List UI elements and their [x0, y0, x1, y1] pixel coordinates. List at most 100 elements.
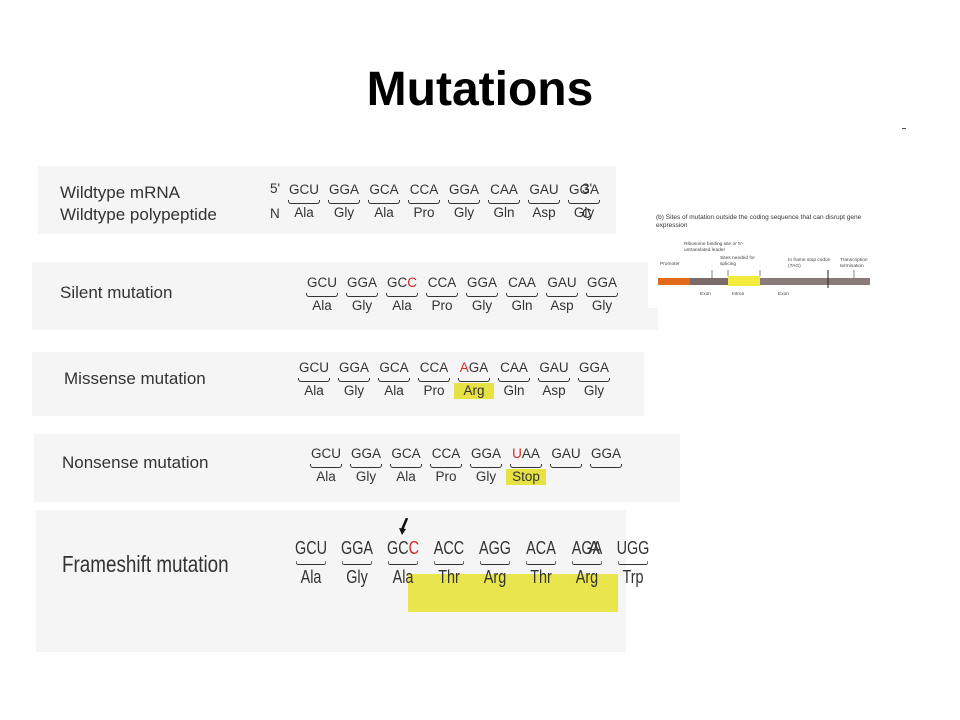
codon-column: GGA Gly: [339, 538, 376, 588]
codon-column: GCA Ala: [386, 446, 426, 485]
amino-acid: Ala: [392, 567, 414, 587]
codon-bracket: [586, 293, 618, 297]
codon-column: GCU Ala: [302, 275, 342, 314]
codon-bracket: [571, 561, 603, 565]
codon-column: UGG Trp: [615, 538, 652, 588]
codon: GCU: [311, 446, 341, 461]
codon-bracket: [418, 378, 450, 382]
codon-column: GAU: [546, 446, 586, 485]
codon: GAU: [551, 446, 581, 461]
codon-bracket: [479, 561, 511, 565]
codon: GGA: [466, 275, 497, 290]
amino-acid: Arg: [483, 567, 507, 587]
splice-label: Sites needed for splicing: [720, 256, 755, 267]
nonsense-sequence: GCU Ala GGA Gly GCA Ala CCA Pro GGA Gly UAA Stop GAU…: [306, 446, 626, 485]
n-terminus-label: N: [270, 206, 280, 221]
amino-acid: Gly: [591, 298, 613, 313]
codon-bracket: [458, 378, 490, 382]
exon1-segment: [690, 278, 728, 285]
codon-bracket: [390, 464, 422, 468]
codon: GGA: [578, 360, 609, 375]
codon-column: GCC Ala: [385, 538, 422, 588]
codon-column: AGA Arg: [454, 360, 494, 399]
codon-bracket: [426, 293, 458, 297]
codon-column: GGA: [586, 446, 626, 485]
codon-column: GAU Asp: [542, 275, 582, 314]
codon-column: GAU Asp: [524, 182, 564, 221]
codon: AGA: [454, 360, 494, 376]
codon-bracket: [470, 464, 502, 468]
codon: GCA: [379, 360, 409, 375]
codon: GGA: [350, 446, 381, 461]
codon: ACA: [526, 538, 556, 558]
codon: CAA: [508, 275, 536, 290]
frameshift-trailing-base: A: [588, 538, 601, 558]
codon: CCA: [409, 182, 439, 197]
codon-column: ACC Thr: [431, 538, 468, 588]
wildtype-polypeptide-label: Wildtype polypeptide: [60, 205, 217, 224]
inframe-label: In frame stop codon (TAG): [788, 258, 831, 269]
amino-acid: Gly: [346, 567, 368, 587]
codon-bracket: [590, 464, 622, 468]
codon: GCA: [391, 446, 421, 461]
frameshift-mutation-label: Frameshift mutation: [62, 551, 229, 577]
amino-acid: Arg: [575, 567, 599, 587]
insertion-arrow-icon: [399, 518, 409, 535]
ribosome-label: Ribosome binding site or 5'-untranslated…: [684, 242, 744, 253]
codon-column: GCU Ala: [284, 182, 324, 221]
codon-remainder: GC: [387, 538, 409, 558]
codon: GGA: [470, 446, 501, 461]
codon-column: AGG Arg: [477, 538, 514, 588]
codon: CCA: [431, 446, 461, 461]
amino-acid: Stop: [506, 469, 546, 485]
codon-column: GGA Gly: [466, 446, 506, 485]
codon-column: GGA Gly: [564, 182, 604, 221]
gene-bar: [658, 270, 870, 288]
codon-bracket: [328, 200, 360, 204]
codon-column: GGA Gly: [444, 182, 484, 221]
codon-column: GCA Ala: [374, 360, 414, 399]
c-terminus-label: C: [582, 206, 592, 221]
codon: GGA: [340, 538, 373, 558]
codon-bracket: [408, 200, 440, 204]
wildtype-mrna-label: Wildtype mRNA: [60, 183, 180, 202]
codon: GAU: [539, 360, 569, 375]
promoter-segment: [658, 278, 690, 285]
decorative-dash: [902, 128, 906, 129]
amino-acid: Ala: [316, 469, 336, 484]
codon: GCU: [307, 275, 337, 290]
amino-acid: Ala: [300, 567, 322, 587]
codon: GGA: [328, 182, 359, 197]
codon-bracket: [525, 561, 557, 565]
codon: GGA: [590, 446, 621, 461]
codon: GCC: [382, 275, 422, 291]
codon: GAU: [529, 182, 559, 197]
three-prime-label: 3': [582, 181, 593, 196]
codon-bracket: [341, 561, 373, 565]
missense-sequence: GCU Ala GGA Gly GCA Ala CCA Pro AGA Arg CAA Gln GAU A…: [294, 360, 614, 399]
mutated-base: A: [459, 360, 469, 375]
codon: GCU: [289, 182, 319, 197]
silent-mutation-label: Silent mutation: [60, 283, 173, 302]
codon-column: AGA Arg: [569, 538, 606, 588]
amino-acid: Gly: [333, 205, 355, 220]
codon-bracket: [288, 200, 320, 204]
gene-structure-inset: (b) Sites of mutation outside the coding…: [648, 210, 878, 308]
codon: GGA: [448, 182, 479, 197]
codon: GGA: [586, 275, 617, 290]
codon-column: GGA Gly: [342, 275, 382, 314]
codon: CAA: [500, 360, 528, 375]
amino-acid: Gln: [503, 383, 525, 398]
amino-acid: Gly: [475, 469, 497, 484]
codon: GCA: [369, 182, 399, 197]
wildtype-sequence: GCU Ala GGA Gly GCA Ala CCA Pro GGA Gly CAA Gln GAU A…: [284, 182, 604, 221]
codon: ACC: [433, 538, 465, 558]
amino-acid: Asp: [550, 298, 574, 313]
silent-panel: Silent mutation GCU Ala GGA Gly GCC Ala CCA Pro…: [32, 262, 658, 330]
codon: UGG: [616, 538, 650, 558]
amino-acid: Gln: [511, 298, 533, 313]
codon-column: CAA Gln: [502, 275, 542, 314]
nonsense-mutation-label: Nonsense mutation: [62, 453, 209, 472]
codon-bracket: [430, 464, 462, 468]
amino-acid: Pro: [413, 205, 435, 220]
